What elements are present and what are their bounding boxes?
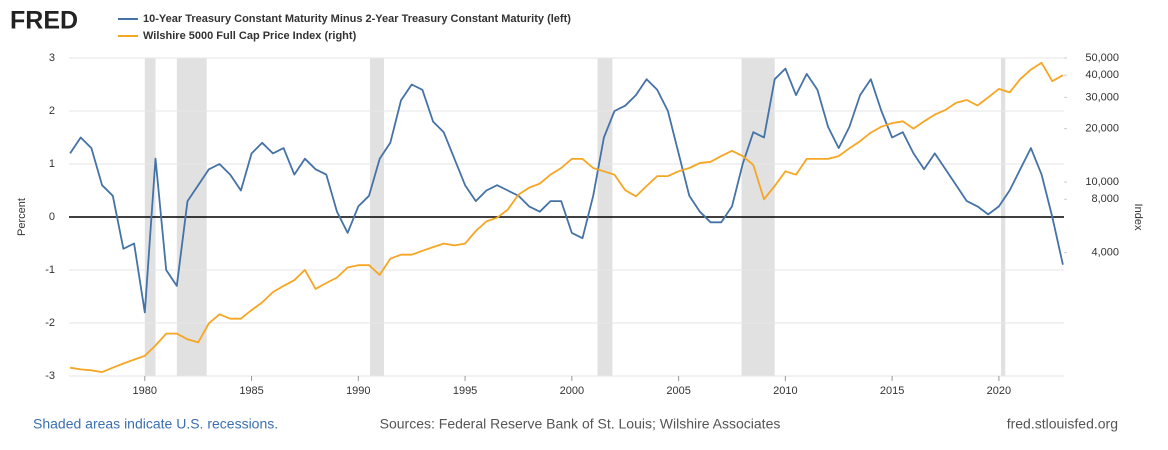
footer-left: Shaded areas indicate U.S. recessions. xyxy=(33,416,278,432)
x-tick-label: 1995 xyxy=(453,385,477,397)
y-tick-label: -2 xyxy=(45,317,55,329)
x-tick-label: 2020 xyxy=(987,385,1011,397)
y-tick-label: -1 xyxy=(45,264,55,276)
series-line xyxy=(69,67,1064,314)
y-axis-label: Percent xyxy=(16,198,28,236)
y2-tick-label: 10,000 xyxy=(1085,176,1119,188)
y2-tick-label: 40,000 xyxy=(1085,69,1119,81)
y-tick-label: 1 xyxy=(49,158,55,170)
y2-tick-label: 4,000 xyxy=(1091,247,1119,259)
y2-tick-label: 20,000 xyxy=(1085,123,1119,135)
x-tick-label: 2000 xyxy=(560,385,584,397)
series-line xyxy=(69,61,1064,373)
logo: FRED xyxy=(10,7,78,35)
y2-axis-label: Index xyxy=(1132,204,1144,231)
y2-tick-label: 8,000 xyxy=(1091,193,1119,205)
legend-label: Wilshire 5000 Full Cap Price Index (righ… xyxy=(143,30,357,42)
y-tick-label: -3 xyxy=(45,370,55,382)
footer-center: Sources: Federal Reserve Bank of St. Lou… xyxy=(380,416,781,432)
x-tick-label: 2010 xyxy=(773,385,797,397)
x-tick-label: 2005 xyxy=(666,385,690,397)
y-tick-label: 2 xyxy=(49,105,55,117)
x-tick-label: 1985 xyxy=(239,385,263,397)
footer-right: fred.stlouisfed.org xyxy=(1007,416,1118,432)
y-tick-label: 0 xyxy=(49,211,55,223)
x-tick-label: 1980 xyxy=(133,385,157,397)
legend-label: 10-Year Treasury Constant Maturity Minus… xyxy=(143,13,571,25)
x-tick-label: 1990 xyxy=(346,385,370,397)
y2-tick-label: 50,000 xyxy=(1085,52,1119,64)
y-tick-label: 3 xyxy=(49,52,55,64)
x-tick-label: 2015 xyxy=(880,385,904,397)
y2-tick-label: 30,000 xyxy=(1085,91,1119,103)
